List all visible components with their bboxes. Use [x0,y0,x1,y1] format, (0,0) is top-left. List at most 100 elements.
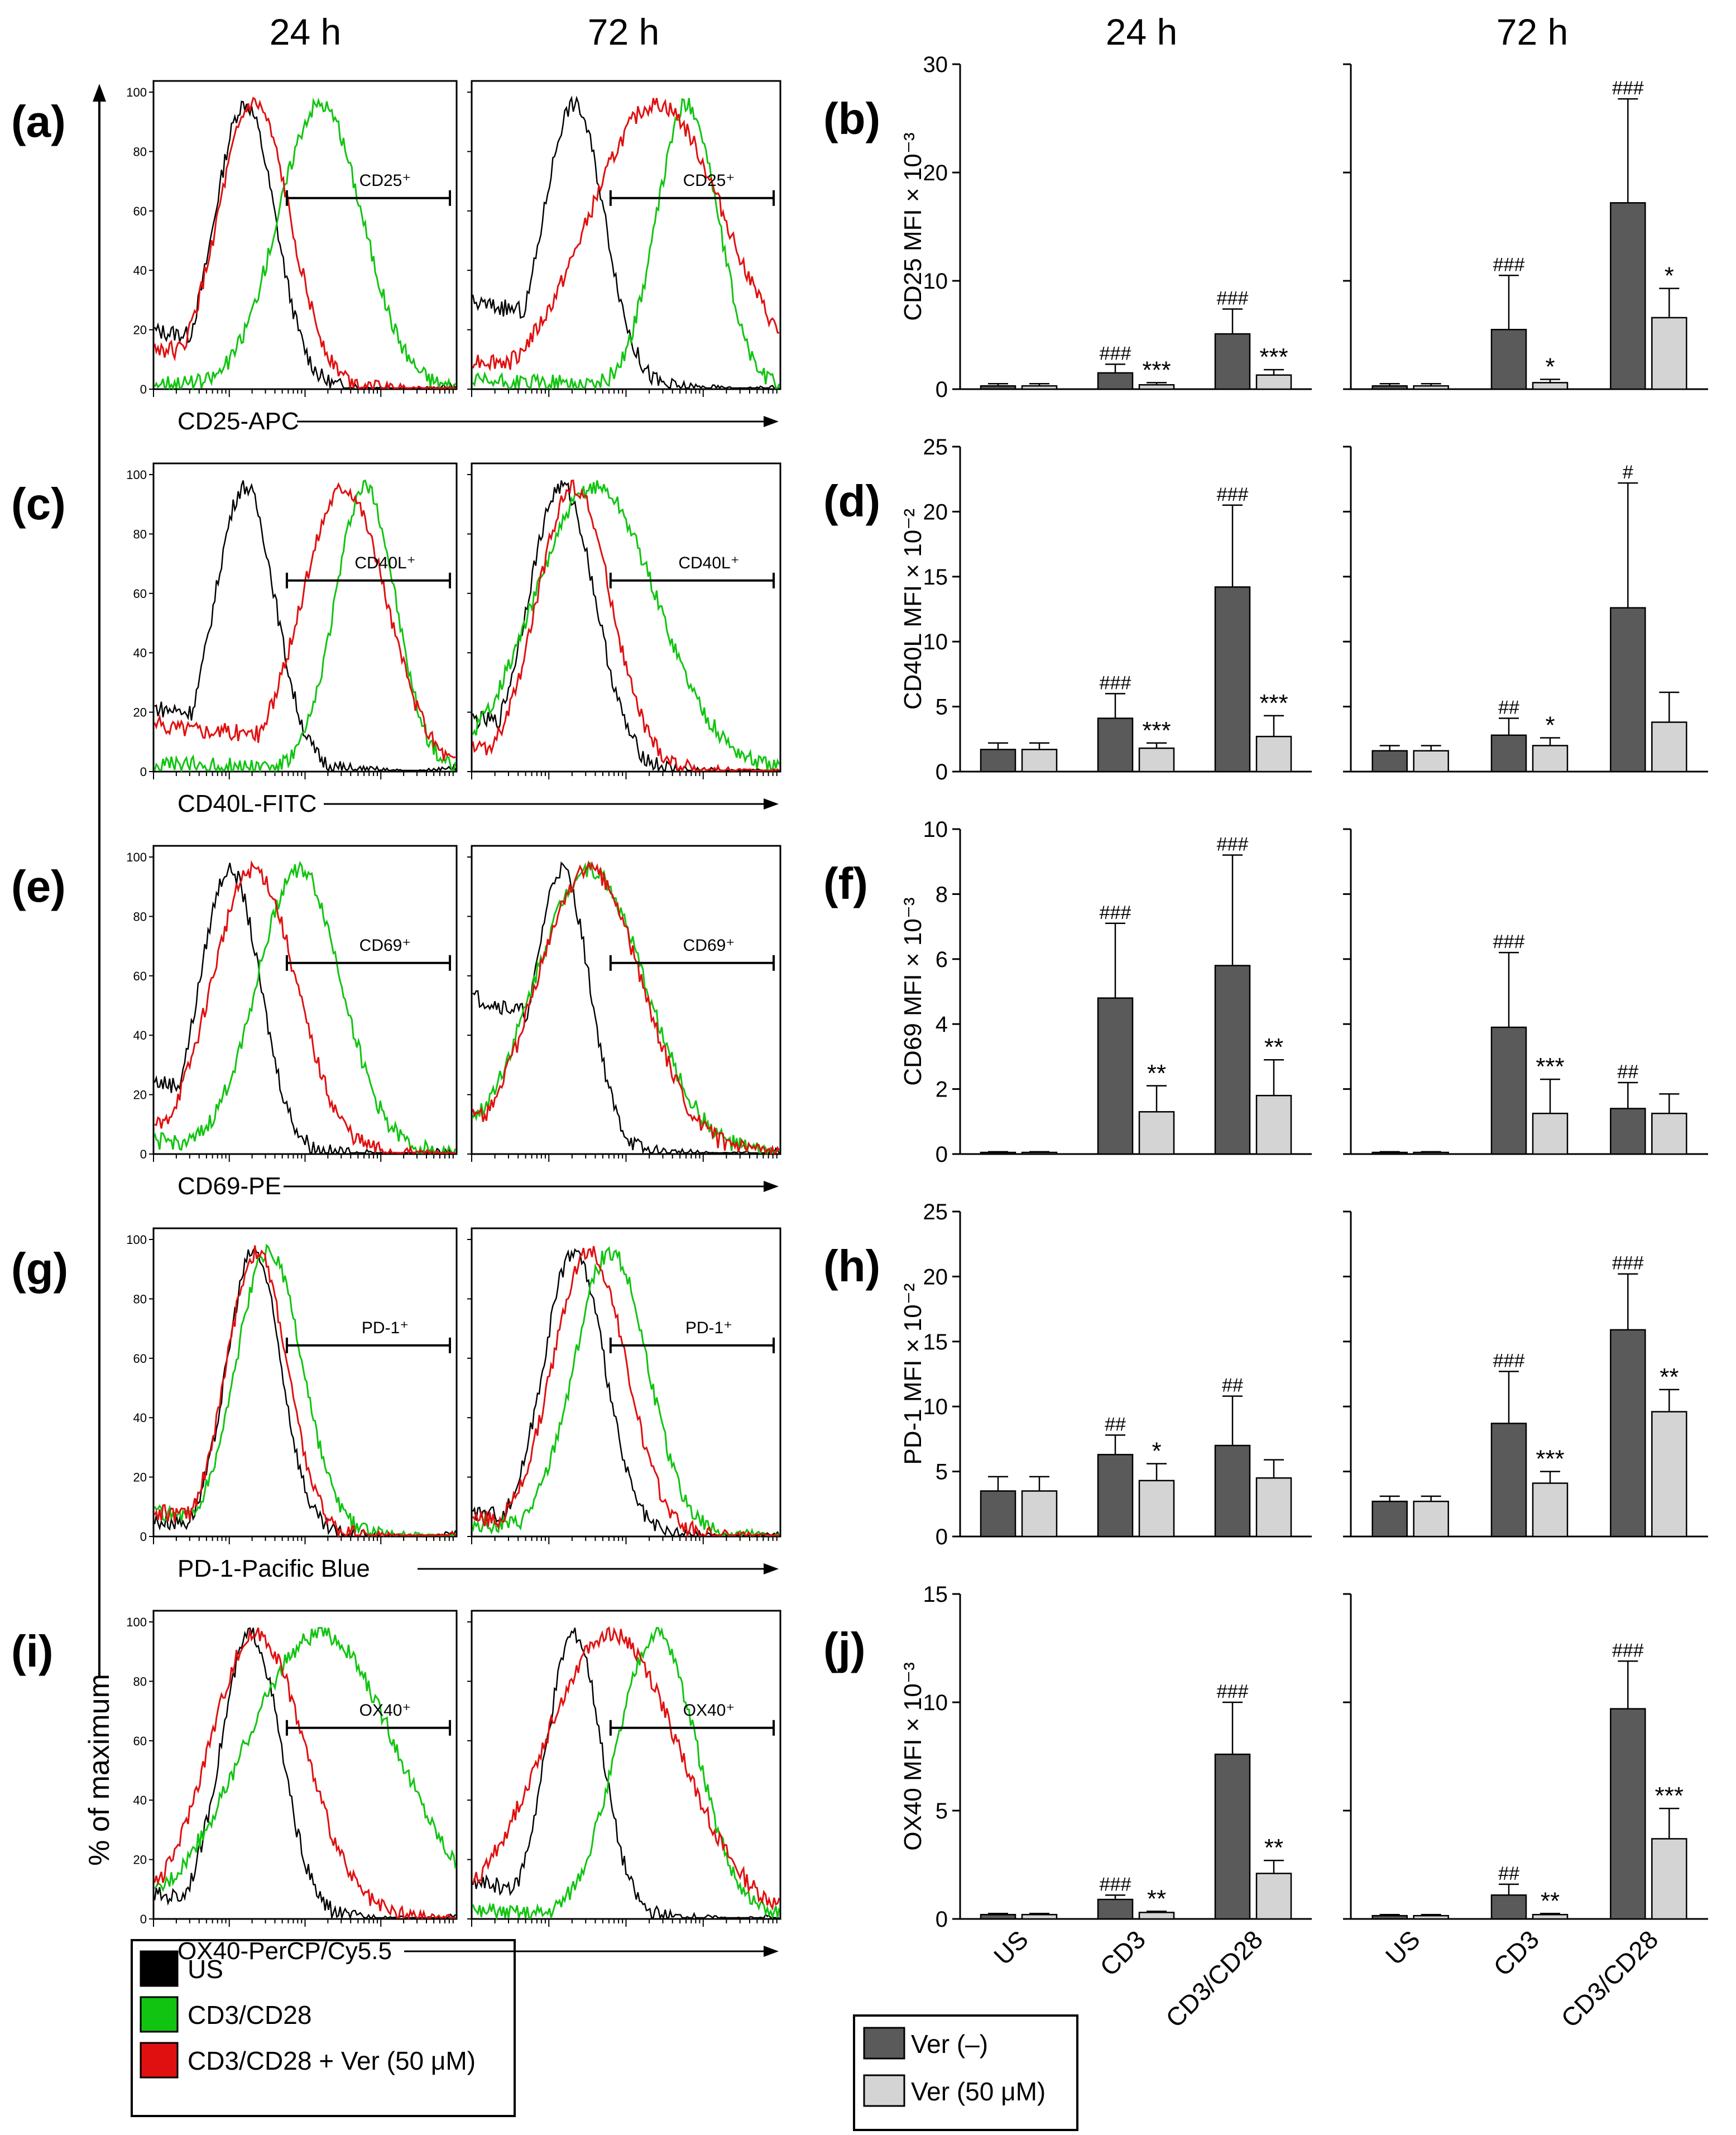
significance-mark: ** [1264,1834,1283,1861]
hist-ytick-label: 40 [133,646,147,660]
bar-ytick-label: 20 [923,1265,948,1289]
col-header-bar-24h: 24 h [1106,11,1177,52]
histogram-frame [471,845,781,1155]
hist-ylabel: % of maximum [83,1674,116,1866]
hist-ytick-label: 20 [133,1088,147,1102]
significance-mark: * [1545,711,1555,739]
bar-xcat-label: US [988,1925,1034,1970]
bar-ytick-label: 5 [936,695,948,720]
hist-ytick-label: 40 [133,1411,147,1425]
histogram-curve-ver [472,98,780,372]
panel-label: (f) [823,859,868,908]
significance-mark: ** [1541,1887,1560,1914]
bar-ytick-label: 5 [936,1460,948,1485]
bar [1138,1912,1175,1920]
bar [1138,384,1175,390]
gate-label: CD40L⁺ [354,554,415,572]
bar [1371,1151,1408,1155]
legend-histogram: US CD3/CD28 CD3/CD28 + Ver (50 μM) [131,1939,516,2117]
hist-ytick-label: 80 [133,527,147,541]
panel-label: (g) [11,1244,68,1294]
bar [1413,1151,1449,1155]
histogram-frame [152,845,458,1155]
histogram-curve-cd [154,97,457,391]
bar [1490,1026,1527,1155]
bar [1532,1913,1569,1920]
hist-ytick-label: 40 [133,1793,147,1807]
bar-chart-24h: 0 5 10 15 20 25 ## * ## [923,1200,1312,1549]
hist-xaxis-arrowhead [764,416,779,427]
bar-xcat-label: US [1380,1925,1426,1970]
bar-ytick-label: 25 [923,1200,948,1224]
histogram-curve-cd [154,1627,457,1892]
legend-swatch [140,1950,179,1987]
gate-label: CD69⁺ [359,936,411,955]
bar-ytick-label: 25 [923,435,948,459]
bar [1138,1111,1175,1155]
bar-ytick-label: 0 [936,1907,948,1932]
bar [980,1913,1016,1920]
bar [980,1490,1016,1538]
hist-xlabel: CD25-APC [178,408,299,435]
histogram-curve-ver [472,479,780,773]
bar [1021,1913,1058,1920]
histogram-curve-cd [472,1626,780,1921]
bar [1490,734,1527,773]
hist-ytick-label: 0 [140,382,147,396]
bar [1490,329,1527,390]
bar-ytick-label: 15 [923,1330,948,1354]
bar [1021,1490,1058,1538]
panel-label: (b) [823,94,880,143]
bar [1610,607,1646,773]
panel-label: (e) [11,861,66,911]
bar [1255,735,1292,773]
significance-mark: ### [1493,1350,1525,1371]
legend-swatch [863,2027,905,2060]
histogram-curve-ver [154,1627,455,1921]
bar-chart-24h: 0 10 20 30 ### *** ### *** [923,52,1312,402]
histogram-24h: 0 20 40 60 80 100 OX40⁺ [126,1610,458,1927]
hist-ytick-label: 0 [140,1912,147,1926]
histogram-frame [152,462,458,773]
hist-ytick-label: 40 [133,1028,147,1042]
bar [1097,1454,1134,1538]
histogram-curve-us [472,861,780,1155]
hist-ytick-label: 60 [133,969,147,983]
legend-label: CD3/CD28 + Ver (50 μM) [188,2046,476,2075]
legend-swatch [140,2042,179,2079]
significance-mark: ### [1612,78,1644,99]
hist-ytick-label: 60 [133,1734,147,1748]
bar-xcat-label: CD3/CD28 [1160,1925,1268,2033]
significance-mark: ## [1105,1414,1126,1435]
histogram-curve-cd [154,479,457,774]
bar-ytick-label: 0 [936,760,948,784]
gate-label: CD40L⁺ [678,554,739,572]
bar [1532,382,1569,390]
bar-ytick-label: 5 [936,1799,948,1823]
bar [1651,721,1687,773]
bar-ylabel: CD40L MFI × 10⁻² [899,509,927,710]
bar [1490,1894,1527,1920]
bar-xcat-label: CD3/CD28 [1555,1925,1663,2033]
bar [1413,1500,1449,1538]
significance-mark: * [1545,353,1555,381]
significance-mark: *** [1142,356,1171,384]
bar-ytick-label: 10 [923,630,948,654]
bar-ytick-label: 20 [923,161,948,185]
hist-ytick-label: 20 [133,1471,147,1485]
gate-label: PD-1⁺ [685,1319,732,1337]
bar [1021,1151,1058,1155]
bar-ytick-label: 10 [923,1395,948,1419]
hist-ytick-label: 60 [133,204,147,218]
col-header-hist-72h: 72 h [588,11,659,52]
significance-mark: ### [1217,484,1249,505]
histogram-72h: CD40L⁺ [467,462,781,779]
hist-ytick-label: 100 [126,468,147,482]
bar-row-4: (h)PD-1 MFI × 10⁻²0510152025##*#####***#… [823,1200,1708,1549]
bar [1651,1411,1687,1538]
bar [1532,745,1569,773]
significance-mark: ### [1612,1640,1644,1661]
significance-mark: ### [1612,1253,1644,1274]
bar-ylabel: CD25 MFI × 10⁻³ [899,132,927,320]
panel-label: (h) [823,1241,880,1291]
